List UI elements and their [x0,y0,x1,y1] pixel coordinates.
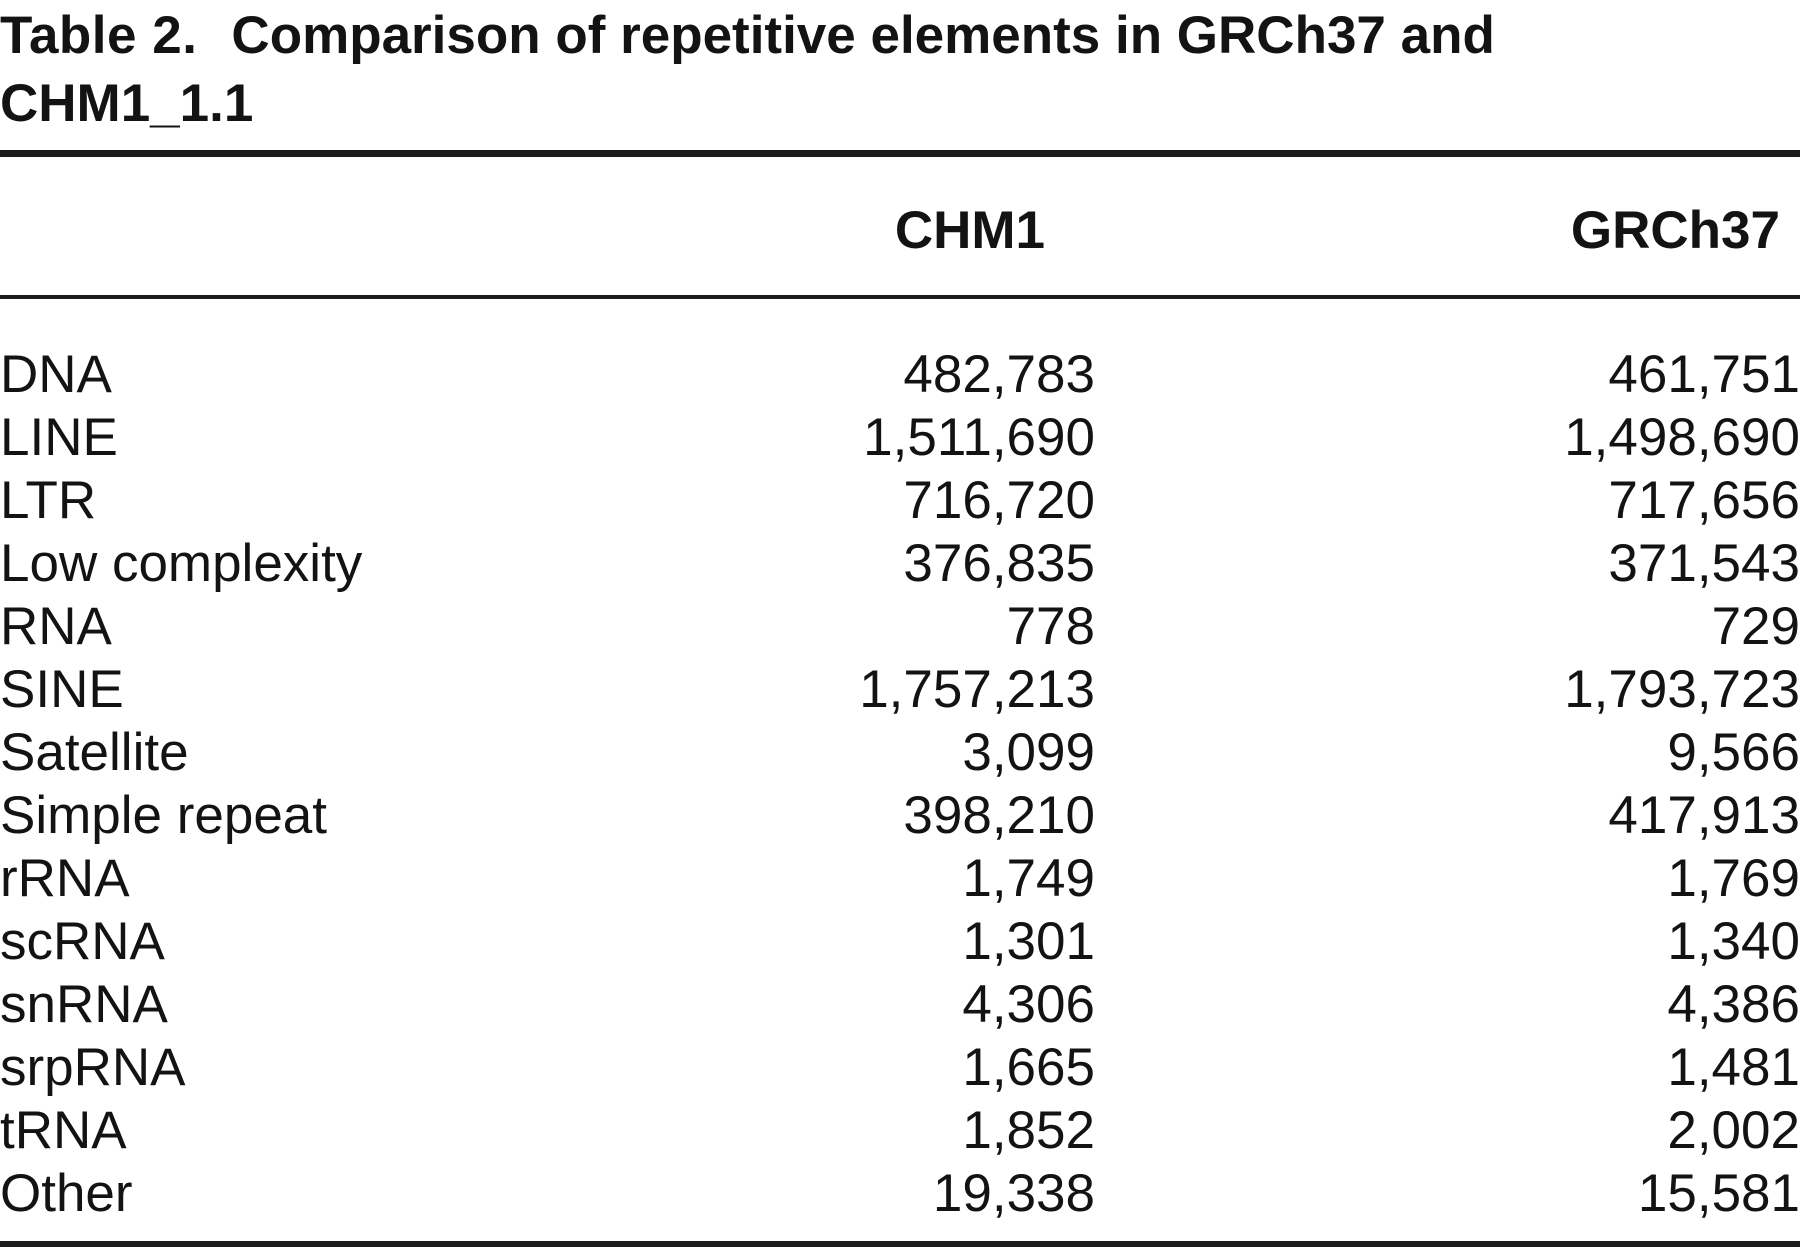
rule-bottom [0,1241,1800,1247]
table-row: DNA 482,783 461,751 [0,343,1800,406]
table-row: Low complexity 376,835 371,543 [0,532,1800,595]
grch37-value: 2,002 [1667,1101,1800,1160]
column-header-grch37: GRCh37 [1570,201,1780,260]
table-title-line1: Comparison of repetitive elements in GRC… [231,6,1495,65]
chm1-value: 1,301 [962,912,1095,971]
chm1-value: 4,306 [962,975,1095,1034]
grch37-value: 9,566 [1667,723,1800,782]
chm1-value: 376,835 [903,534,1095,593]
spacer [0,299,1800,343]
data-table: DNA 482,783 461,751 LINE 1,511,690 1,498… [0,343,1800,1225]
row-label: Low complexity [0,534,363,593]
row-label: SINE [0,660,124,719]
row-label: LTR [0,471,97,530]
chm1-value: 1,665 [962,1038,1095,1097]
table-row: Other 19,338 15,581 [0,1162,1800,1225]
grch37-value: 1,340 [1667,912,1800,971]
column-header-chm1: CHM1 [894,201,1045,260]
column-header-row: CHM1 GRCh37 [0,157,1800,295]
chm1-value: 19,338 [932,1164,1095,1223]
table-row: srpRNA 1,665 1,481 [0,1036,1800,1099]
chm1-value: 1,749 [962,849,1095,908]
chm1-value: 1,511,690 [863,408,1095,467]
row-label: DNA [0,345,112,404]
grch37-value: 1,481 [1667,1038,1800,1097]
table-row: rRNA 1,749 1,769 [0,847,1800,910]
table-row: RNA 778 729 [0,595,1800,658]
table-row: scRNA 1,301 1,340 [0,910,1800,973]
row-label: scRNA [0,912,165,971]
chm1-value: 482,783 [903,345,1095,404]
row-label: snRNA [0,975,168,1034]
table-row: SINE 1,757,213 1,793,723 [0,658,1800,721]
table-row: Satellite 3,099 9,566 [0,721,1800,784]
row-label: RNA [0,597,112,656]
grch37-value: 717,656 [1608,471,1800,530]
table-row: tRNA 1,852 2,002 [0,1099,1800,1162]
spacer [0,1225,1800,1241]
row-label: rRNA [0,849,130,908]
grch37-value: 1,498,690 [1564,408,1800,467]
chm1-value: 716,720 [903,471,1095,530]
chm1-value: 778 [1006,597,1095,656]
grch37-value: 4,386 [1667,975,1800,1034]
grch37-value: 1,769 [1667,849,1800,908]
chm1-value: 1,757,213 [859,660,1095,719]
row-label: Other [0,1164,133,1223]
chm1-value: 3,099 [962,723,1095,782]
chm1-value: 398,210 [903,786,1095,845]
grch37-value: 15,581 [1637,1164,1800,1223]
table-row: snRNA 4,306 4,386 [0,973,1800,1036]
row-label: LINE [0,408,118,467]
rule-mid [0,295,1800,299]
grch37-value: 461,751 [1608,345,1800,404]
table-number-label: Table 2. [0,6,198,65]
grch37-value: 1,793,723 [1564,660,1800,719]
grch37-value: 371,543 [1608,534,1800,593]
row-label: tRNA [0,1101,127,1160]
table-title: Table 2. Comparison of repetitive element… [0,0,1800,138]
grch37-value: 417,913 [1608,786,1800,845]
row-label: Satellite [0,723,189,782]
chm1-value: 1,852 [962,1101,1095,1160]
table-title-line2: CHM1_1.1 [0,74,254,133]
row-label: Simple repeat [0,786,328,845]
table-row: LINE 1,511,690 1,498,690 [0,406,1800,469]
table-row: LTR 716,720 717,656 [0,469,1800,532]
grch37-value: 729 [1711,597,1800,656]
row-label: srpRNA [0,1038,186,1097]
rule-top [0,150,1800,157]
table-row: Simple repeat 398,210 417,913 [0,784,1800,847]
